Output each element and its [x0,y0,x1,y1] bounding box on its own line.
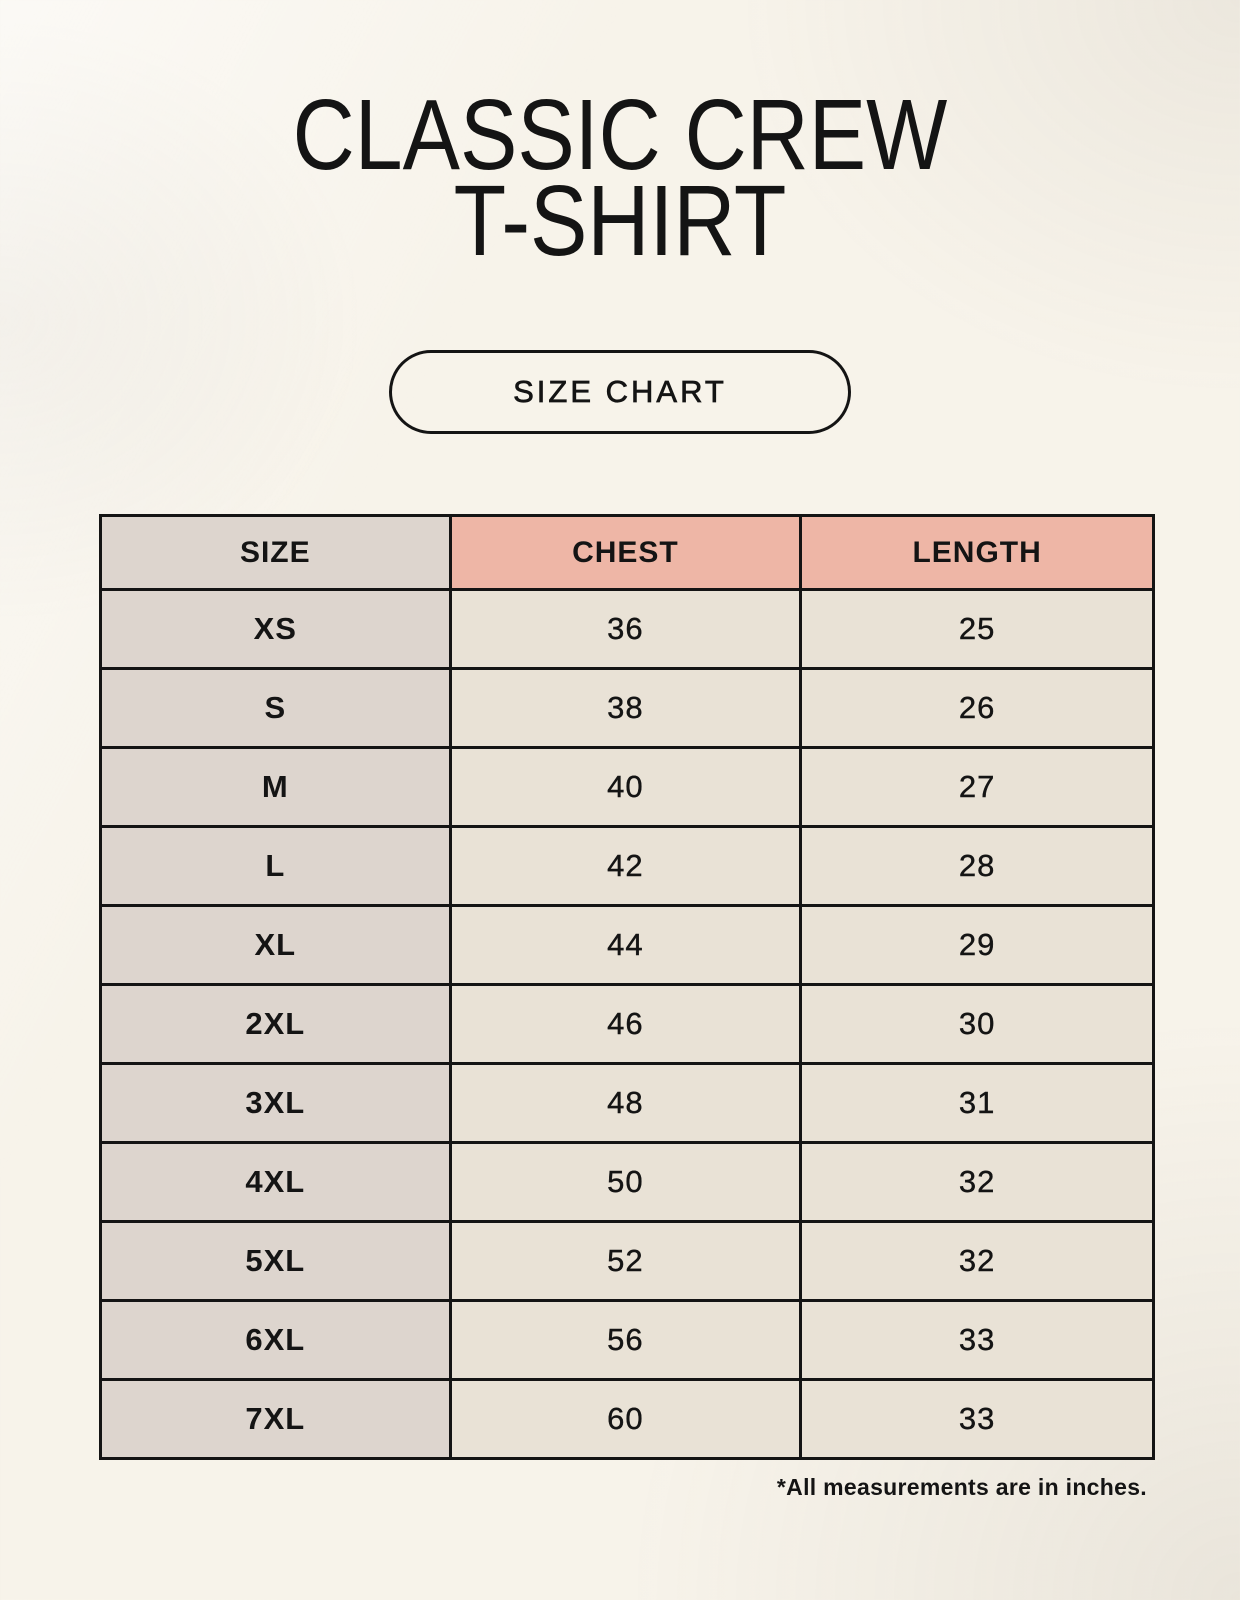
table-row: S 38 26 [99,667,1155,749]
table-row: M 40 27 [99,746,1155,828]
page-title-line2: T-SHIRT [453,165,787,277]
row-length-cell: 32 [799,1220,1155,1302]
row-length-cell: 26 [799,667,1155,749]
row-chest-cell: 40 [448,746,803,828]
row-length-cell: 30 [799,983,1155,1065]
column-header-length: LENGTH [799,514,1155,591]
row-length-cell: 33 [799,1378,1155,1460]
page-title-line1: CLASSIC CREW [292,79,948,191]
row-length-cell: 33 [799,1299,1155,1381]
column-header-size: SIZE [99,514,452,591]
row-size-cell: 6XL [99,1299,452,1381]
row-chest-cell: 42 [448,825,803,907]
table-row: 3XL 48 31 [99,1062,1155,1144]
row-size-cell: 2XL [99,983,452,1065]
row-size-cell: XL [99,904,452,986]
row-chest-cell: 50 [448,1141,803,1223]
row-size-cell: M [99,746,452,828]
size-table: SIZE CHEST LENGTH XS 36 25 S 38 26 M 40 27 L 42 28 X… [99,514,1155,1460]
table-row: XL 44 29 [99,904,1155,986]
row-size-cell: 3XL [99,1062,452,1144]
row-length-cell: 32 [799,1141,1155,1223]
table-row: L 42 28 [99,825,1155,907]
row-chest-cell: 46 [448,983,803,1065]
table-row: 7XL 60 33 [99,1378,1155,1460]
row-length-cell: 29 [799,904,1155,986]
column-header-chest: CHEST [448,514,803,591]
row-chest-cell: 44 [448,904,803,986]
size-table-body: XS 36 25 S 38 26 M 40 27 L 42 28 XL 44 29 2XL 46 30 3XL 48 3… [99,588,1155,1460]
header-row: SIZE CHEST LENGTH [99,514,1155,591]
row-chest-cell: 36 [448,588,803,670]
row-size-cell: 5XL [99,1220,452,1302]
row-length-cell: 28 [799,825,1155,907]
row-length-cell: 25 [799,588,1155,670]
table-row: 6XL 56 33 [99,1299,1155,1381]
row-size-cell: L [99,825,452,907]
row-length-cell: 31 [799,1062,1155,1144]
row-length-cell: 27 [799,746,1155,828]
size-chart-badge: SIZE CHART [389,350,851,434]
row-chest-cell: 56 [448,1299,803,1381]
size-chart-page: CLASSIC CREW T-SHIRT SIZE CHART SIZE CHE… [0,79,1240,1600]
page-title: CLASSIC CREW T-SHIRT [87,79,1153,277]
row-size-cell: 7XL [99,1378,452,1460]
row-chest-cell: 48 [448,1062,803,1144]
row-size-cell: S [99,667,452,749]
measurement-note: *All measurements are in inches. [776,1474,1147,1500]
row-size-cell: XS [99,588,452,670]
row-chest-cell: 52 [448,1220,803,1302]
row-size-cell: 4XL [99,1141,452,1223]
table-row: 2XL 46 30 [99,983,1155,1065]
size-table-header: SIZE CHEST LENGTH [99,514,1155,591]
table-row: 4XL 50 32 [99,1141,1155,1223]
table-row: 5XL 52 32 [99,1220,1155,1302]
size-chart-badge-label: SIZE CHART [513,374,727,410]
table-row: XS 36 25 [99,588,1155,670]
row-chest-cell: 38 [448,667,803,749]
row-chest-cell: 60 [448,1378,803,1460]
